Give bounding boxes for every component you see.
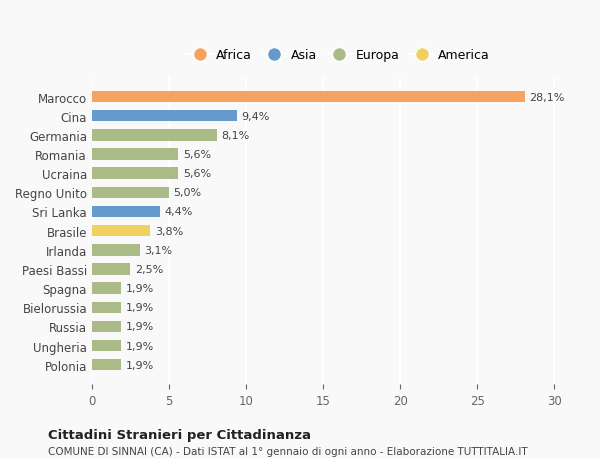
Text: 5,6%: 5,6% (183, 169, 211, 179)
Bar (92, 130, 217, 141)
Bar (92, 206, 160, 218)
Text: 4,4%: 4,4% (164, 207, 193, 217)
Text: 5,6%: 5,6% (183, 150, 211, 160)
Bar (92, 283, 121, 294)
Bar (92, 225, 151, 237)
Text: 1,9%: 1,9% (126, 322, 154, 332)
Bar (92, 245, 140, 256)
Bar (92, 92, 525, 103)
Text: 1,9%: 1,9% (126, 341, 154, 351)
Legend: Africa, Asia, Europa, America: Africa, Asia, Europa, America (182, 44, 495, 67)
Text: 5,0%: 5,0% (173, 188, 202, 198)
Text: 1,9%: 1,9% (126, 360, 154, 370)
Bar (92, 359, 121, 371)
Bar (92, 321, 121, 332)
Text: Cittadini Stranieri per Cittadinanza: Cittadini Stranieri per Cittadinanza (48, 428, 311, 442)
Bar (92, 263, 130, 275)
Text: 1,9%: 1,9% (126, 284, 154, 293)
Bar (92, 302, 121, 313)
Text: 8,1%: 8,1% (221, 130, 250, 140)
Text: COMUNE DI SINNAI (CA) - Dati ISTAT al 1° gennaio di ogni anno - Elaborazione TUT: COMUNE DI SINNAI (CA) - Dati ISTAT al 1°… (48, 447, 527, 456)
Bar (92, 340, 121, 352)
Bar (92, 111, 237, 122)
Text: 1,9%: 1,9% (126, 302, 154, 313)
Text: 2,5%: 2,5% (135, 264, 163, 274)
Text: 3,1%: 3,1% (144, 245, 172, 255)
Text: 28,1%: 28,1% (530, 92, 565, 102)
Text: 9,4%: 9,4% (241, 112, 270, 122)
Bar (92, 149, 178, 160)
Bar (92, 187, 169, 199)
Text: 3,8%: 3,8% (155, 226, 183, 236)
Bar (92, 168, 178, 179)
